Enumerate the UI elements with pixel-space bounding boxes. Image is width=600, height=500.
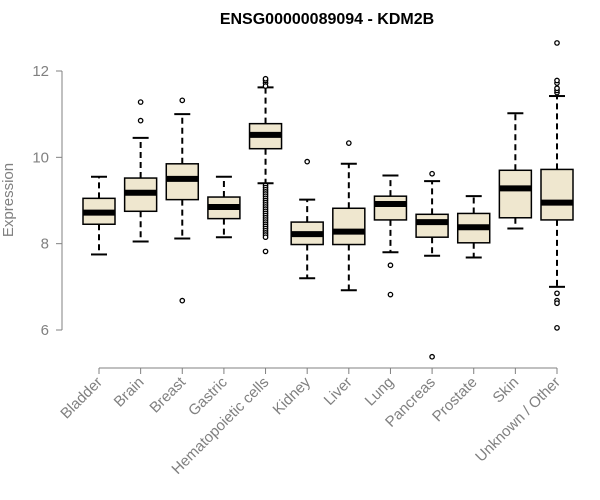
box-hematopoietic-cells bbox=[248, 75, 283, 255]
outlier-point bbox=[554, 85, 560, 92]
box-liver bbox=[332, 140, 366, 292]
outlier-point bbox=[554, 300, 560, 307]
box-gastric bbox=[207, 175, 241, 239]
outlier-point bbox=[137, 117, 144, 124]
outlier-point bbox=[137, 99, 144, 105]
box-brain bbox=[123, 99, 158, 243]
y-tick-label: 10 bbox=[32, 149, 49, 166]
outlier-point bbox=[554, 40, 560, 46]
box-iqr bbox=[498, 169, 533, 219]
y-tick-label: 6 bbox=[41, 322, 49, 339]
y-tick-label: 8 bbox=[41, 236, 49, 253]
outlier-point bbox=[554, 77, 560, 84]
x-tick-label: Skin bbox=[490, 374, 523, 407]
box-pancreas bbox=[415, 170, 449, 360]
outlier-point bbox=[387, 262, 394, 269]
box-skin bbox=[498, 112, 533, 230]
box-series bbox=[82, 40, 574, 360]
x-tick-label: Brain bbox=[111, 374, 148, 411]
outlier-point bbox=[179, 97, 186, 104]
box-iqr bbox=[373, 195, 408, 221]
outlier-point bbox=[387, 291, 394, 298]
outlier-point bbox=[262, 75, 269, 82]
y-tick-label: 12 bbox=[32, 63, 49, 80]
outlier-point bbox=[262, 83, 269, 89]
box-breast bbox=[165, 97, 200, 304]
outlier-point bbox=[345, 140, 352, 146]
x-tick-label: Lung bbox=[362, 374, 398, 410]
outlier-point bbox=[262, 248, 269, 255]
x-tick-label: Bladder bbox=[57, 374, 106, 423]
y-axis-ticks: 6 8 10 12 bbox=[32, 63, 62, 339]
x-tick-label: Liver bbox=[321, 374, 356, 409]
box-unknown-other bbox=[540, 40, 574, 331]
box-prostate bbox=[456, 195, 491, 259]
outlier-point bbox=[429, 170, 435, 177]
chart-title: ENSG00000089094 - KDM2B bbox=[220, 11, 434, 28]
outlier-point bbox=[179, 297, 186, 304]
x-tick-label: Breast bbox=[146, 373, 189, 416]
outlier-point bbox=[262, 234, 269, 241]
x-tick-label: Kidney bbox=[270, 373, 315, 418]
box-lung bbox=[373, 174, 408, 298]
box-kidney bbox=[290, 158, 324, 280]
box-iqr bbox=[415, 213, 449, 238]
outlier-point bbox=[304, 158, 311, 165]
box-bladder bbox=[82, 175, 116, 256]
y-axis-label: Expression bbox=[0, 163, 17, 237]
box-iqr bbox=[332, 207, 366, 246]
outlier-point bbox=[554, 324, 560, 331]
outlier-point bbox=[554, 290, 560, 297]
box-iqr bbox=[540, 168, 574, 221]
x-tick-label: Prostate bbox=[429, 374, 481, 426]
outlier-point bbox=[429, 353, 435, 360]
